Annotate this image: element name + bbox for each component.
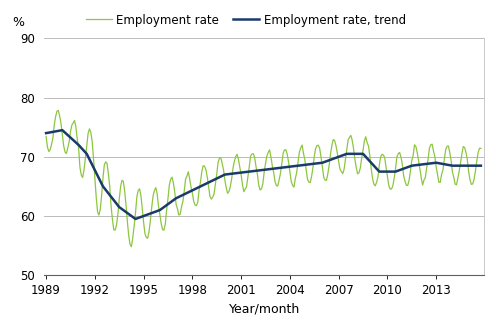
Employment rate, trend <box>59 128 65 132</box>
Employment rate, trend <box>154 209 160 213</box>
Employment rate, trend <box>337 154 343 158</box>
Line: Employment rate: Employment rate <box>46 110 481 247</box>
Employment rate, trend <box>211 178 217 182</box>
Employment rate <box>128 245 134 249</box>
Legend: Employment rate, Employment rate, trend: Employment rate, Employment rate, trend <box>85 13 406 27</box>
Employment rate <box>337 167 343 171</box>
Employment rate <box>154 192 160 196</box>
Employment rate, trend <box>132 217 138 221</box>
Employment rate, trend <box>478 164 484 168</box>
Employment rate, trend <box>43 131 49 135</box>
Employment rate <box>89 139 95 143</box>
Line: Employment rate, trend: Employment rate, trend <box>46 130 481 219</box>
Employment rate <box>268 155 274 159</box>
Employment rate <box>43 134 49 138</box>
Employment rate <box>211 192 217 196</box>
Y-axis label: %: % <box>12 16 24 29</box>
Employment rate <box>478 147 484 150</box>
Employment rate, trend <box>89 163 95 167</box>
Employment rate, trend <box>242 170 248 174</box>
Employment rate <box>55 108 61 112</box>
Employment rate <box>242 187 248 191</box>
X-axis label: Year/month: Year/month <box>229 303 300 316</box>
Employment rate, trend <box>268 167 274 171</box>
